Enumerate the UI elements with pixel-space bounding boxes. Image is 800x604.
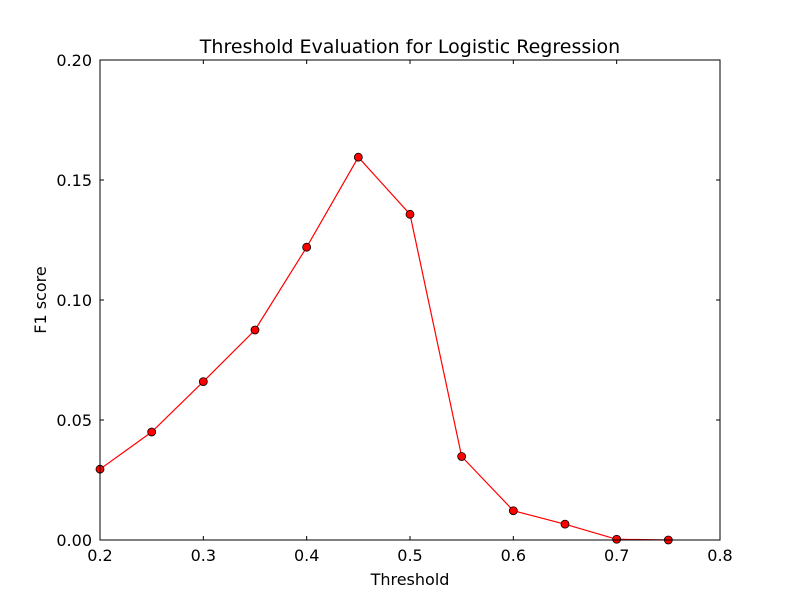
y-tick-label: 0.20 bbox=[56, 51, 92, 70]
data-point bbox=[302, 242, 312, 252]
data-point bbox=[353, 152, 363, 162]
data-point bbox=[560, 519, 570, 529]
x-axis-label: Threshold bbox=[370, 570, 450, 589]
y-tick-label: 0.15 bbox=[56, 171, 92, 190]
data-point bbox=[457, 452, 467, 461]
data-point bbox=[405, 209, 415, 219]
x-tick-label: 0.4 bbox=[294, 546, 319, 565]
y-axis-label: F1 score bbox=[31, 266, 50, 333]
x-tick-label: 0.8 bbox=[707, 546, 732, 565]
x-tick-label: 0.7 bbox=[604, 546, 629, 565]
data-point bbox=[147, 427, 157, 437]
x-tick-label: 0.3 bbox=[191, 546, 216, 565]
data-point bbox=[198, 377, 208, 387]
series-line bbox=[99, 156, 669, 541]
y-tick-label: 0.00 bbox=[56, 531, 92, 550]
data-point bbox=[508, 506, 518, 516]
tick-labels: 0.2 0.3 0.4 0.5 0.6 0.7 0.8 0.00 0.05 0.10 0.15 0.2… bbox=[56, 51, 732, 565]
plot-frame bbox=[99, 59, 721, 541]
x-tick-label: 0.6 bbox=[501, 546, 526, 565]
data-series bbox=[95, 152, 673, 545]
x-tick-label: 0.2 bbox=[87, 546, 112, 565]
data-point bbox=[612, 534, 622, 544]
y-tick-label: 0.05 bbox=[56, 411, 92, 430]
chart-title: Threshold Evaluation for Logistic Regres… bbox=[199, 36, 620, 58]
data-point bbox=[250, 325, 260, 335]
axis-ticks bbox=[99, 59, 721, 541]
x-tick-label: 0.5 bbox=[397, 546, 422, 565]
y-tick-label: 0.10 bbox=[56, 291, 92, 310]
